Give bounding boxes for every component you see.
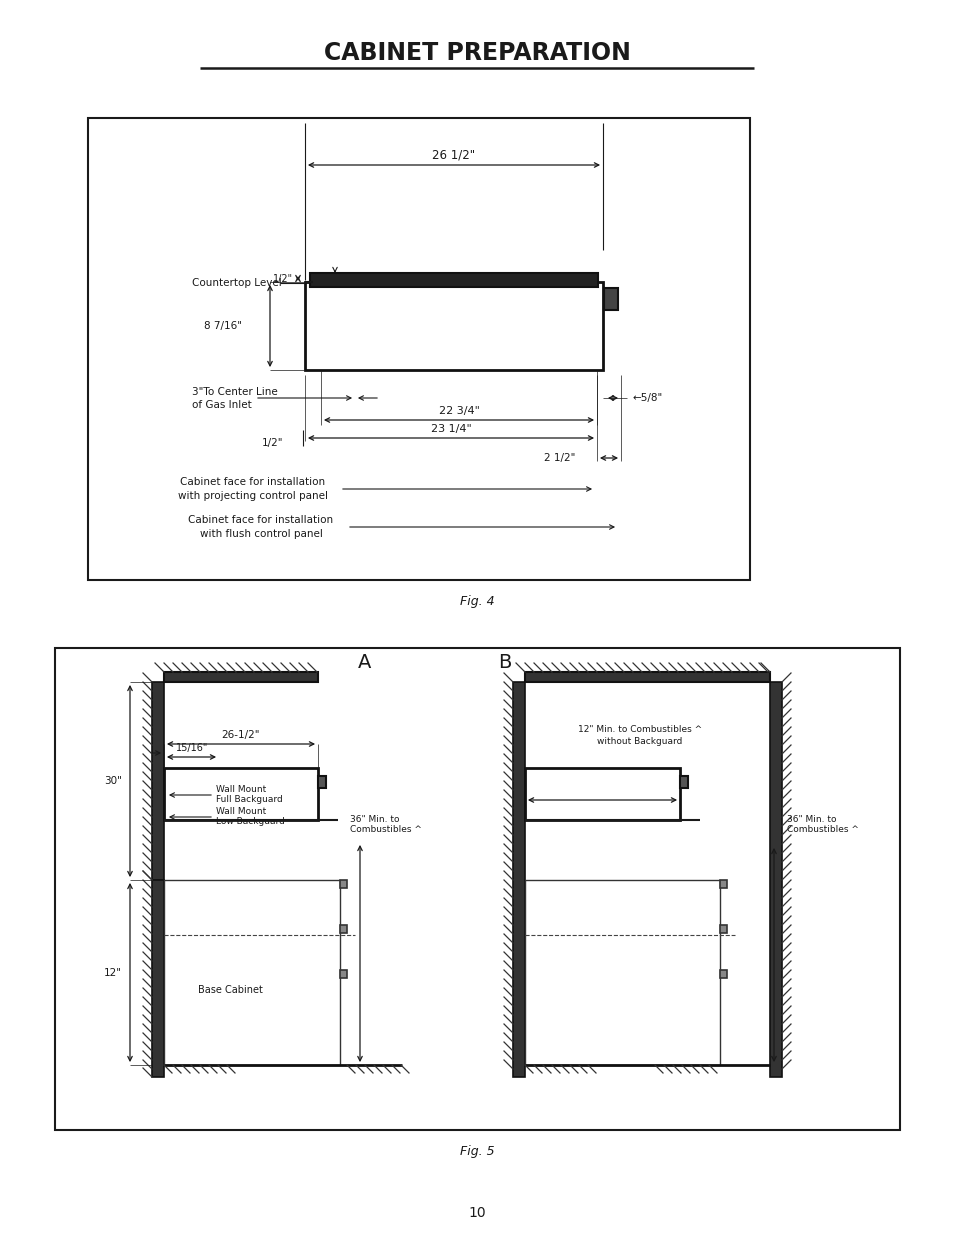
Text: 30": 30" — [104, 776, 122, 785]
Bar — [305, 282, 602, 370]
Text: 15/16": 15/16" — [175, 743, 208, 753]
Text: 2 1/2": 2 1/2" — [543, 453, 575, 463]
Bar — [679, 776, 687, 788]
Text: 12": 12" — [104, 967, 122, 977]
Bar — [720, 969, 726, 978]
Text: 12" Min. to Combustibles ^: 12" Min. to Combustibles ^ — [578, 725, 701, 735]
Bar — [164, 768, 317, 820]
Text: ←5/8": ←5/8" — [633, 393, 662, 403]
Text: Cabinet face for installation: Cabinet face for installation — [189, 515, 334, 525]
Text: Countertop Level: Countertop Level — [192, 278, 281, 288]
Bar — [524, 881, 720, 1065]
Text: 26-1/2": 26-1/2" — [221, 730, 260, 740]
Text: Wall Mount: Wall Mount — [215, 785, 266, 794]
Bar — [720, 925, 726, 932]
Bar — [524, 768, 679, 820]
Text: Low Backguard: Low Backguard — [215, 818, 285, 826]
Bar — [164, 881, 339, 1065]
Text: Combustibles ^: Combustibles ^ — [786, 825, 858, 835]
Bar — [339, 969, 347, 978]
Text: 22 3/4": 22 3/4" — [438, 406, 479, 416]
Bar — [720, 881, 726, 888]
Bar — [317, 776, 326, 788]
Text: 23 1/4": 23 1/4" — [430, 424, 471, 433]
Bar — [88, 119, 749, 580]
Text: 3"To Center Line: 3"To Center Line — [192, 387, 277, 396]
Bar — [339, 881, 347, 888]
Text: Fig. 5: Fig. 5 — [459, 1146, 494, 1158]
Bar — [339, 925, 347, 932]
Text: 10: 10 — [468, 1207, 485, 1220]
Text: 1/2": 1/2" — [261, 438, 283, 448]
Text: CABINET PREPARATION: CABINET PREPARATION — [323, 41, 630, 65]
Bar — [310, 273, 598, 287]
Text: Combustibles ^: Combustibles ^ — [350, 825, 421, 835]
Text: Cabinet face for installation: Cabinet face for installation — [180, 477, 325, 487]
Text: Fig. 4: Fig. 4 — [459, 595, 494, 609]
Text: with flush control panel: with flush control panel — [199, 529, 322, 538]
Bar — [513, 682, 524, 1077]
Text: Base Cabinet: Base Cabinet — [197, 986, 262, 995]
Bar — [603, 288, 618, 310]
Text: A: A — [358, 652, 372, 672]
Text: of Gas Inlet: of Gas Inlet — [192, 400, 252, 410]
Text: without Backguard: without Backguard — [597, 737, 682, 746]
Text: with projecting control panel: with projecting control panel — [178, 492, 328, 501]
Text: Full Backguard: Full Backguard — [215, 795, 282, 804]
Bar — [152, 881, 164, 1077]
Bar — [152, 682, 164, 881]
Text: Wall Mount: Wall Mount — [215, 808, 266, 816]
Text: 1/2": 1/2" — [273, 274, 293, 284]
Text: 26 1/2": 26 1/2" — [432, 148, 475, 162]
Bar — [55, 648, 899, 1130]
Text: B: B — [497, 652, 511, 672]
Bar — [524, 672, 769, 682]
Text: 8 7/16": 8 7/16" — [204, 321, 242, 331]
Text: 36" Min. to: 36" Min. to — [350, 815, 399, 825]
Bar — [164, 672, 317, 682]
Bar — [769, 682, 781, 1077]
Text: 36" Min. to: 36" Min. to — [786, 815, 836, 825]
